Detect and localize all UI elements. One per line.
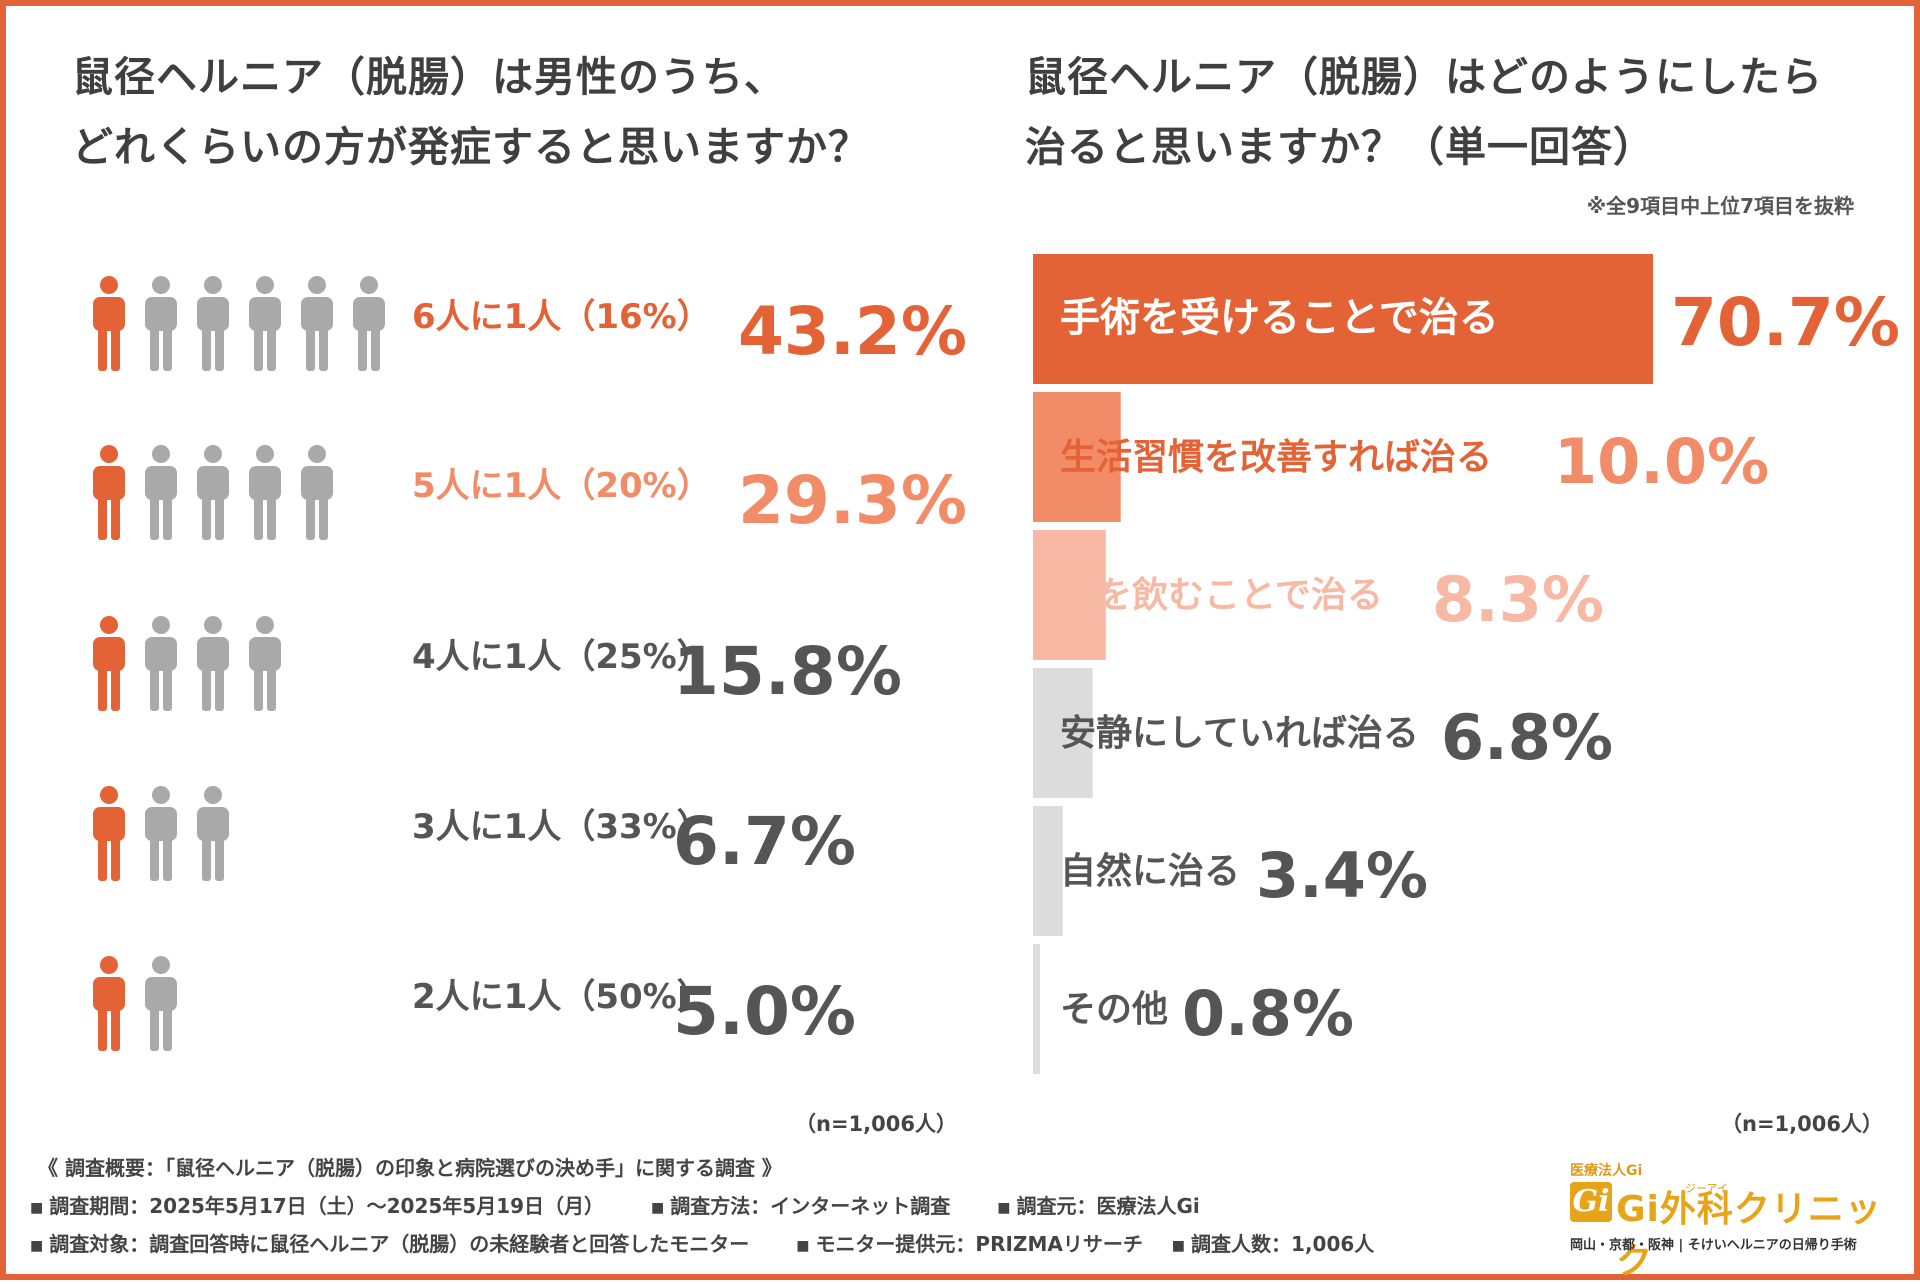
bar	[1033, 668, 1093, 798]
pictogram-category-label: 2人に1人（50%）	[412, 977, 711, 1017]
pictogram-value-label: 15.8%	[673, 633, 902, 710]
pictogram-category-label: 4人に1人（25%）	[412, 637, 711, 677]
bar-category-label: 生活習慣を改善すれば治る	[1060, 437, 1492, 478]
pictogram-category-label: 3人に1人（33%）	[412, 807, 711, 847]
right-chart-note: ※全9項目中上位7項目を抜粋	[1586, 194, 1854, 218]
bar	[1033, 530, 1106, 660]
bar-category-label: その他	[1060, 989, 1168, 1030]
person-figure-icon	[145, 445, 177, 540]
person-figure-icon	[249, 445, 281, 540]
survey-count: ■ 調査人数：1,006人	[1171, 1232, 1375, 1256]
person-figure-icon	[197, 445, 229, 540]
logo-clinic-name: Gi外科クリニック	[1616, 1189, 1882, 1282]
survey-target: ■ 調査対象：調査回答時に鼠径ヘルニア（脱腸）の未経験者と回答したモニター	[30, 1232, 750, 1256]
bar	[1033, 254, 1653, 384]
survey-method: ■ 調査方法：インターネット調査	[651, 1194, 951, 1218]
person-figure-icon	[353, 276, 385, 371]
person-figure-icon	[93, 445, 125, 540]
person-figure-icon	[145, 276, 177, 371]
survey-period: ■ 調査期間：2025年5月17日（土）～2025年5月19日（月）	[30, 1194, 605, 1218]
person-figure-icon	[197, 276, 229, 371]
bar	[1033, 806, 1063, 936]
person-figure-icon	[145, 956, 177, 1051]
person-figure-icon	[301, 445, 333, 540]
survey-details-line-2: ■ 調査対象：調査回答時に鼠径ヘルニア（脱腸）の未経験者と回答したモニター ■ モニ…	[30, 1228, 1374, 1257]
bar	[1033, 392, 1121, 522]
pictogram-category-label: 6人に1人（16%）	[412, 297, 711, 337]
pictogram-category-label: 5人に1人（20%）	[412, 466, 711, 506]
bar-value-label: 70.7%	[1671, 284, 1900, 361]
survey-summary: 《 調査概要：「鼠径ヘルニア（脱腸）の印象と病院選びの決め手」に関する調査 》	[38, 1156, 782, 1180]
logo-ruby: ジーアイ	[1685, 1182, 1729, 1195]
person-figure-icon	[93, 786, 125, 881]
person-figure-icon	[249, 616, 281, 711]
pictogram-value-label: 43.2%	[738, 293, 967, 370]
logo-corporation: 医療法人Gi	[1570, 1163, 1643, 1179]
bar-category-label: 安静にしていれば治る	[1060, 713, 1419, 754]
person-figure-icon	[145, 616, 177, 711]
person-figure-icon	[301, 276, 333, 371]
bar-value-label: 10.0%	[1554, 425, 1769, 498]
person-figure-icon	[145, 786, 177, 881]
right-chart-title: 鼠径ヘルニア（脱腸）はどのようにしたら 治ると思いますか？（単一回答）	[1025, 42, 1823, 182]
bar-value-label: 3.4%	[1256, 839, 1428, 912]
bar-category-label: 薬を飲むことで治る	[1060, 575, 1383, 616]
person-figure-icon	[93, 956, 125, 1051]
bar-value-label: 8.3%	[1432, 563, 1604, 636]
bar-value-label: 6.8%	[1441, 701, 1613, 774]
logo-tagline: 岡山・京都・阪神 | そけいヘルニアの日帰り手術	[1570, 1238, 1857, 1253]
person-figure-icon	[249, 276, 281, 371]
monitor-provider: ■ モニター提供元：PRIZMAリサーチ	[796, 1232, 1143, 1256]
pictogram-value-label: 5.0%	[673, 973, 856, 1050]
right-title-line-1: 鼠径ヘルニア（脱腸）はどのようにしたら	[1025, 53, 1823, 101]
left-title-line-2: どれくらいの方が発症すると思いますか？	[72, 123, 870, 171]
survey-source: ■ 調査元：医療法人Gi	[997, 1194, 1200, 1218]
left-chart-title: 鼠径ヘルニア（脱腸）は男性のうち、 どれくらいの方が発症すると思いますか？	[72, 42, 870, 182]
clinic-logo: 医療法人Gi ジーアイ Gi Gi外科クリニック 岡山・京都・阪神 | そけいヘ…	[1570, 1160, 1905, 1282]
bar-category-label: 手術を受けることで治る	[1060, 295, 1499, 341]
logo-mark-icon: Gi	[1570, 1182, 1612, 1222]
left-title-line-1: 鼠径ヘルニア（脱腸）は男性のうち、	[72, 53, 786, 101]
person-figure-icon	[197, 786, 229, 881]
bar-category-label: 自然に治る	[1060, 850, 1240, 892]
person-figure-icon	[93, 276, 125, 371]
pictogram-value-label: 29.3%	[738, 462, 967, 539]
person-figure-icon	[93, 616, 125, 711]
bar	[1033, 944, 1041, 1074]
right-sample-size: （n=1,006人）	[1721, 1112, 1883, 1136]
survey-details-line-1: ■ 調査期間：2025年5月17日（土）～2025年5月19日（月） ■ 調査方法：…	[30, 1190, 1240, 1219]
right-title-line-2: 治ると思いますか？（単一回答）	[1025, 123, 1655, 171]
bar-value-label: 0.8%	[1182, 977, 1354, 1050]
left-sample-size: （n=1,006人）	[795, 1112, 957, 1136]
person-figure-icon	[197, 616, 229, 711]
pictogram-value-label: 6.7%	[673, 803, 856, 880]
